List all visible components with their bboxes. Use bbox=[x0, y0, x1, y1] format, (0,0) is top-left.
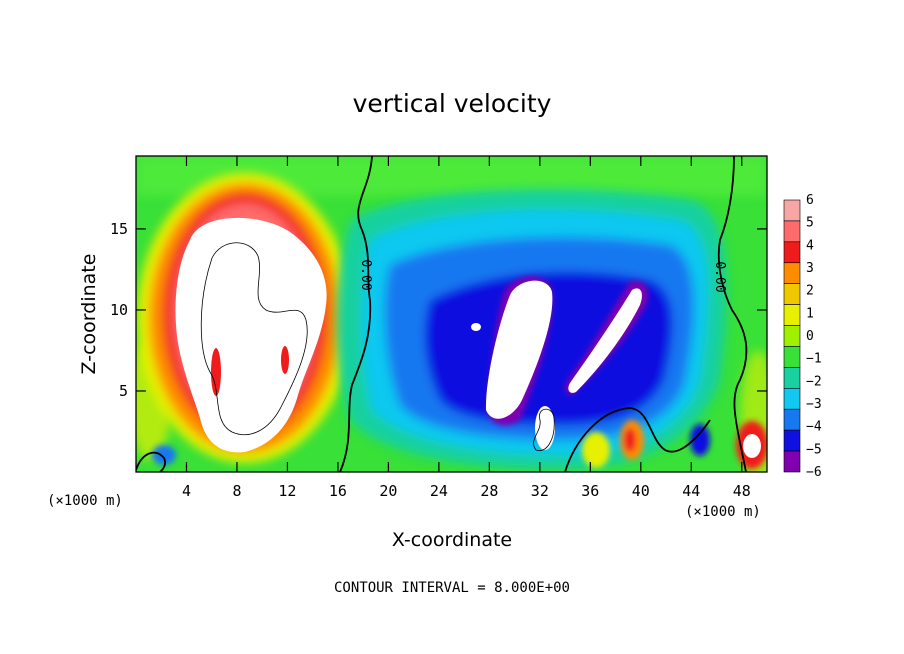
colorbar-label: 1 bbox=[806, 306, 814, 321]
contour-label-left: 0.00 bbox=[358, 259, 373, 290]
colorbar-swatch bbox=[783, 388, 801, 410]
surface-cell-core bbox=[743, 434, 761, 458]
x-tick-label: 40 bbox=[632, 482, 650, 500]
colorbar-label: 4 bbox=[806, 238, 814, 253]
x-tick-label: 4 bbox=[182, 482, 191, 500]
downdraft-core-dot bbox=[471, 323, 481, 331]
colorbar-swatch bbox=[783, 346, 801, 368]
colorbar-label: −1 bbox=[806, 352, 822, 367]
colorbar-label: −6 bbox=[806, 465, 822, 480]
x-axis-ticks: 4 8 12 16 20 24 28 32 36 40 44 48 bbox=[182, 156, 751, 500]
x-tick-label: 32 bbox=[531, 482, 549, 500]
updraft-red-streak-left bbox=[211, 348, 221, 396]
x-tick-label: 48 bbox=[733, 482, 751, 500]
zero-contour-corner bbox=[136, 451, 166, 472]
colorbar-label: 3 bbox=[806, 261, 814, 276]
contour-interval-note: CONTOUR INTERVAL = 8.000E+00 bbox=[334, 580, 570, 596]
downdraft-inner-contour bbox=[533, 408, 555, 452]
contour-label-right: 0.00 bbox=[712, 261, 727, 292]
x-axis-unit: (×1000 m) bbox=[685, 504, 761, 520]
colorbar-swatch bbox=[783, 199, 801, 222]
y-tick-label: 15 bbox=[110, 220, 128, 238]
surface-cell-3 bbox=[624, 428, 636, 452]
colorbar-swatch bbox=[783, 429, 801, 452]
left-updraft-plume bbox=[137, 173, 353, 463]
updraft-red-streak-right bbox=[281, 346, 289, 374]
colorbar-swatch bbox=[783, 220, 801, 243]
plot-field bbox=[136, 156, 767, 472]
colorbar-swatch bbox=[783, 262, 801, 284]
colorbar-label: 6 bbox=[806, 193, 814, 208]
chart-title: vertical velocity bbox=[353, 89, 552, 118]
y-tick-label: 5 bbox=[119, 382, 128, 400]
x-tick-label: 28 bbox=[480, 482, 498, 500]
updraft-core bbox=[175, 217, 327, 453]
downdraft-core-main bbox=[485, 280, 553, 419]
updraft-inner-contour bbox=[200, 242, 308, 436]
colorbar-label: −3 bbox=[806, 397, 822, 412]
zero-contour-right bbox=[717, 156, 748, 472]
colorbar-label: 0 bbox=[806, 329, 814, 344]
zero-contour-bottom bbox=[564, 407, 711, 472]
zero-contour-left bbox=[339, 156, 373, 472]
x-tick-label: 20 bbox=[379, 482, 397, 500]
contour-labels: 0.00 0.00 bbox=[358, 259, 727, 292]
colorbar-label: −4 bbox=[806, 420, 822, 435]
colorbar-swatch bbox=[783, 325, 801, 347]
colorbar-swatch bbox=[783, 304, 801, 326]
y-tick-label: 10 bbox=[110, 301, 128, 319]
colorbar-label: −5 bbox=[806, 442, 822, 457]
colorbar-label: −2 bbox=[806, 374, 822, 389]
surface-cell-6 bbox=[152, 445, 176, 465]
plot-frame bbox=[135, 155, 768, 473]
colorbar-swatch bbox=[783, 367, 801, 389]
x-tick-label: 24 bbox=[430, 482, 448, 500]
x-axis-label: X-coordinate bbox=[392, 529, 512, 551]
colorbar: 6 5 4 3 2 1 0 −1 −2 −3 −4 −5 −6 bbox=[783, 193, 822, 480]
colorbar-swatch bbox=[783, 450, 801, 473]
colorbar-label: 2 bbox=[806, 284, 814, 299]
surface-cell-4 bbox=[690, 424, 710, 456]
colorbar-swatch bbox=[783, 241, 801, 264]
y-axis-ticks: 5 10 15 bbox=[110, 220, 767, 400]
y-axis-label: Z-coordinate bbox=[78, 254, 100, 375]
x-tick-label: 44 bbox=[682, 482, 700, 500]
x-tick-label: 16 bbox=[329, 482, 347, 500]
central-downdraft bbox=[337, 189, 727, 470]
y-axis-unit: (×1000 m) bbox=[47, 493, 123, 509]
x-tick-label: 36 bbox=[581, 482, 599, 500]
x-tick-label: 8 bbox=[232, 482, 241, 500]
x-tick-label: 12 bbox=[278, 482, 296, 500]
colorbar-label: 5 bbox=[806, 216, 814, 231]
downdraft-core-streak bbox=[568, 288, 643, 393]
surface-cell-1 bbox=[582, 432, 610, 468]
downdraft-core-small bbox=[535, 406, 555, 450]
colorbar-swatch bbox=[783, 283, 801, 305]
downdraft-dark-blue bbox=[424, 271, 673, 425]
colorbar-swatch bbox=[783, 408, 801, 431]
